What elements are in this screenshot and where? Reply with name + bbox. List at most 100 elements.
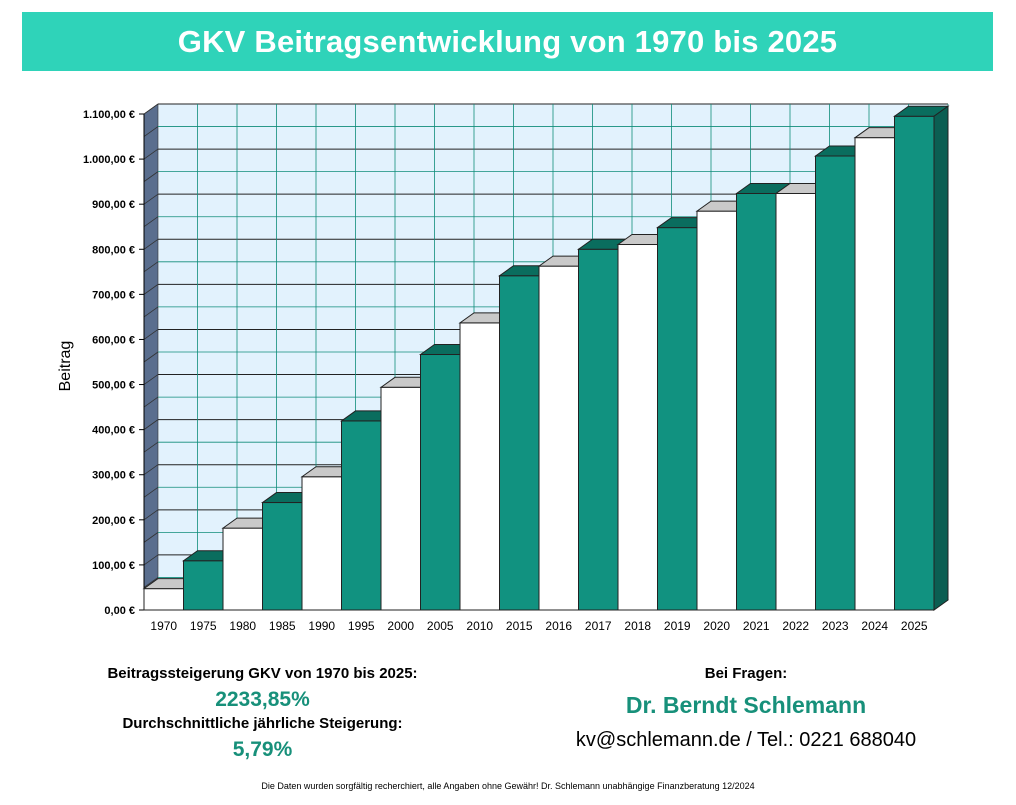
bar bbox=[813, 145, 871, 611]
bar-front bbox=[420, 354, 461, 611]
y-tick-label: 900,00 € bbox=[92, 199, 135, 211]
increase-label: Beitragssteigerung GKV von 1970 bis 2025… bbox=[107, 665, 418, 682]
bar-front bbox=[854, 137, 895, 611]
gridline-depth bbox=[143, 441, 159, 453]
gridline-depth bbox=[143, 171, 159, 182]
y-tick-label: 800,00 € bbox=[92, 244, 135, 256]
bar bbox=[655, 217, 713, 611]
footer-disclaimer: Die Daten wurden sorgfältig recherchiert… bbox=[261, 781, 755, 791]
x-tick-label: 1985 bbox=[269, 619, 296, 633]
y-tick-label: 300,00 € bbox=[92, 470, 135, 482]
gridline-depth bbox=[143, 306, 159, 318]
gridline-depth bbox=[143, 554, 159, 566]
y-tick-label: 600,00 € bbox=[92, 334, 135, 346]
y-tick-label: 0,00 € bbox=[104, 605, 135, 617]
x-tick-label: 2018 bbox=[624, 619, 651, 633]
contact-label: Bei Fragen: bbox=[704, 665, 788, 682]
gridline-depth bbox=[143, 193, 159, 205]
increase-value: 2233,85% bbox=[215, 688, 310, 711]
y-tick-label: 1.000,00 € bbox=[83, 154, 135, 166]
y-tick-label: 1.100,00 € bbox=[83, 109, 135, 121]
bar-front bbox=[301, 476, 342, 611]
gridline-depth bbox=[143, 351, 159, 363]
bar bbox=[181, 550, 239, 611]
x-tick-label: 1980 bbox=[229, 619, 256, 633]
y-axis-title: Beitrag bbox=[57, 341, 74, 392]
bar-front bbox=[736, 192, 777, 611]
bar-front bbox=[499, 275, 540, 611]
annual-value: 5,79% bbox=[232, 738, 293, 761]
x-tick-label: 1995 bbox=[348, 619, 375, 633]
gridline-depth bbox=[143, 148, 159, 160]
stats-block: Beitragssteigerung GKV von 1970 bis 2025… bbox=[70, 665, 455, 762]
gridline-depth bbox=[143, 284, 159, 295]
x-tick-label: 2017 bbox=[585, 619, 612, 633]
gridline-depth bbox=[143, 419, 159, 430]
y-tick-label: 500,00 € bbox=[92, 380, 135, 392]
bar-front bbox=[341, 420, 382, 611]
bar-front bbox=[657, 227, 698, 611]
contact-block: Bei Fragen: Dr. Berndt Schlemann kv@schl… bbox=[546, 665, 946, 752]
gridline-depth bbox=[143, 396, 159, 408]
y-tick-label: 700,00 € bbox=[92, 289, 135, 301]
gridline-depth bbox=[143, 486, 159, 498]
page-title: GKV Beitragsentwicklung von 1970 bis 202… bbox=[177, 23, 838, 59]
bar-front bbox=[775, 192, 816, 611]
title-banner: GKV Beitragsentwicklung von 1970 bis 202… bbox=[22, 12, 993, 71]
annual-label: Durchschnittliche jährliche Steigerung: bbox=[122, 715, 403, 732]
bar-front bbox=[538, 265, 579, 611]
contact-details: kv@schlemann.de / Tel.: 0221 688040 bbox=[575, 729, 917, 751]
bar bbox=[774, 182, 832, 611]
bar bbox=[497, 265, 555, 611]
bar-front bbox=[696, 210, 737, 611]
x-tick-label: 2015 bbox=[506, 619, 533, 633]
bar-front bbox=[578, 248, 619, 611]
contact-name: Dr. Berndt Schlemann bbox=[625, 692, 867, 718]
y-tick-label: 100,00 € bbox=[92, 560, 135, 572]
gridline-depth bbox=[143, 126, 159, 137]
x-tick-label: 2022 bbox=[782, 619, 809, 633]
gridline-depth bbox=[143, 238, 159, 250]
gridline-depth bbox=[143, 464, 159, 476]
bar bbox=[695, 200, 753, 611]
x-tick-label: 2016 bbox=[545, 619, 572, 633]
bar bbox=[892, 105, 950, 611]
x-tick-label: 2024 bbox=[861, 619, 888, 633]
bar-front bbox=[143, 588, 184, 611]
gridline-depth bbox=[143, 509, 159, 521]
bar-front bbox=[894, 115, 935, 611]
x-tick-label: 2019 bbox=[664, 619, 691, 633]
gridline-depth bbox=[143, 532, 159, 543]
bar bbox=[734, 182, 792, 611]
gridline-depth bbox=[143, 329, 159, 340]
gridline-depth bbox=[143, 374, 159, 385]
bar-front bbox=[262, 502, 303, 611]
bar-front bbox=[222, 527, 263, 611]
y-tick-label: 200,00 € bbox=[92, 515, 135, 527]
x-tick-label: 2005 bbox=[427, 619, 454, 633]
x-tick-label: 2010 bbox=[466, 619, 493, 633]
x-tick-label: 2000 bbox=[387, 619, 414, 633]
gridline-depth bbox=[143, 577, 159, 588]
x-tick-label: 1975 bbox=[190, 619, 217, 633]
gridline-depth bbox=[143, 216, 159, 228]
x-tick-label: 2025 bbox=[901, 619, 928, 633]
bar bbox=[576, 238, 634, 611]
x-tick-label: 2021 bbox=[743, 619, 770, 633]
bar-side bbox=[933, 105, 949, 611]
gridline-depth bbox=[143, 103, 159, 115]
bar-front bbox=[815, 155, 856, 611]
x-tick-label: 1970 bbox=[150, 619, 177, 633]
x-tick-label: 2020 bbox=[703, 619, 730, 633]
bar bbox=[300, 466, 358, 611]
gridline-depth bbox=[143, 261, 159, 273]
bar-front bbox=[459, 322, 500, 611]
bar-front bbox=[617, 244, 658, 611]
x-tick-label: 2023 bbox=[822, 619, 849, 633]
y-tick-label: 400,00 € bbox=[92, 425, 135, 437]
bar bbox=[853, 127, 911, 611]
bar-front bbox=[183, 560, 224, 611]
x-tick-label: 1990 bbox=[308, 619, 335, 633]
bar-front bbox=[380, 386, 421, 611]
